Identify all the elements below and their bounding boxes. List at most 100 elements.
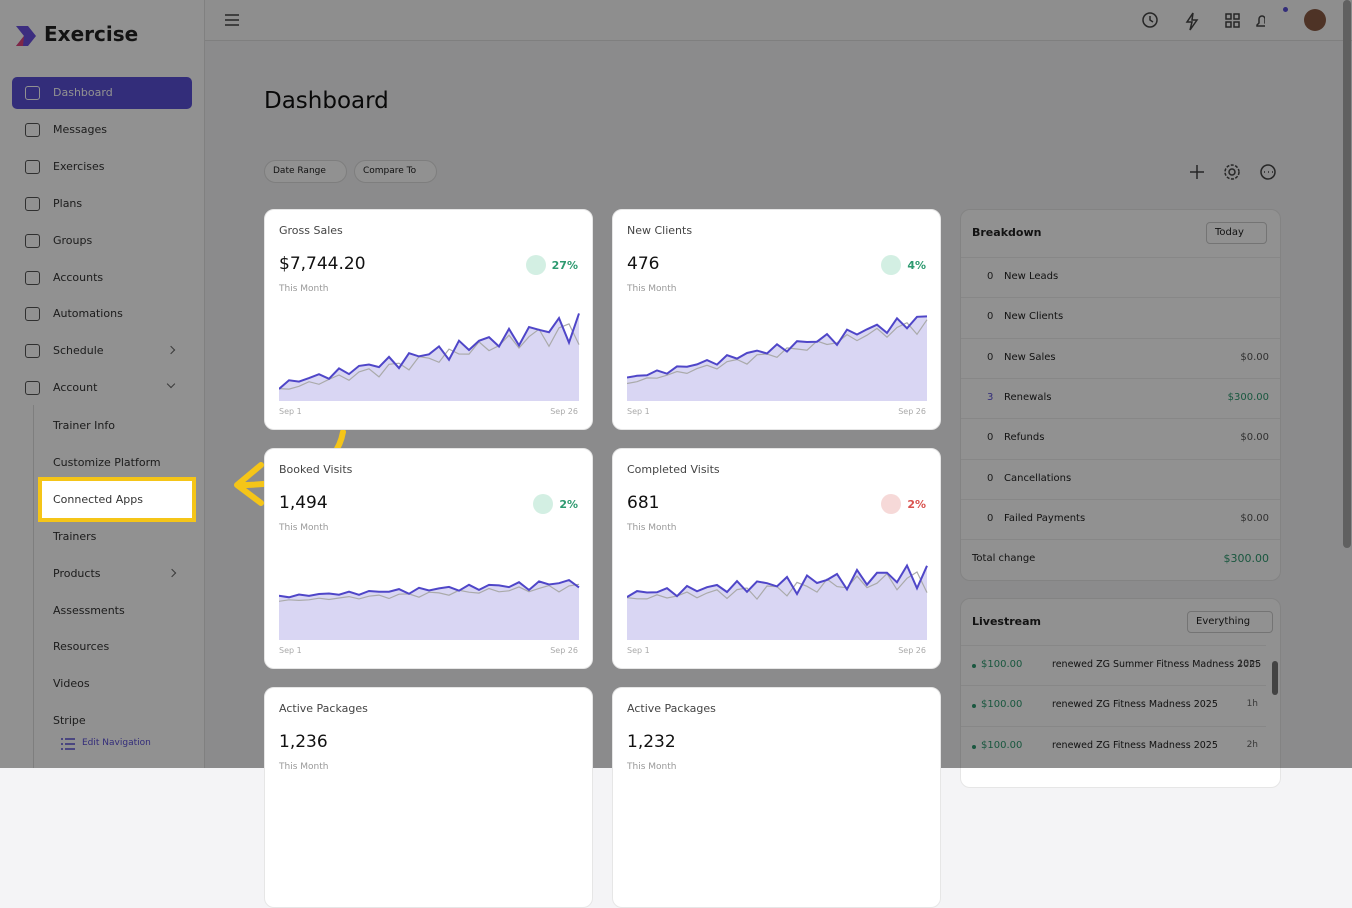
sub-nav-item[interactable]: Products xyxy=(53,566,101,580)
compare-to[interactable]: Compare To xyxy=(354,160,438,183)
total-value: $300.00 xyxy=(1223,552,1270,565)
breakdown-row: 0 Cancellations xyxy=(961,458,1280,499)
breakdown-row: 0 Refunds $0.00 xyxy=(961,418,1280,458)
nav-item[interactable]: Automations xyxy=(12,298,192,330)
sub-nav-item[interactable]: Stripe xyxy=(53,714,86,728)
stat-card: Booked Visits 1,494 This Month 2% Sep 1 Sep 2… xyxy=(264,448,593,669)
menu-icon[interactable] xyxy=(225,14,239,26)
chart-start: Sep 1 xyxy=(627,646,650,655)
chart-end: Sep 26 xyxy=(898,407,926,416)
chart-end: Sep 26 xyxy=(898,646,926,655)
sparkline xyxy=(627,563,928,640)
breakdown-period[interactable]: Today xyxy=(1206,222,1267,244)
nav-item[interactable]: Messages xyxy=(12,114,192,146)
edit-navigation[interactable]: Edit Navigation xyxy=(82,738,151,748)
live-text: renewed ZG Summer Fitness Madness 2025 xyxy=(1052,659,1262,670)
card-period: This Month xyxy=(279,284,329,294)
sub-nav-item[interactable]: Assessments xyxy=(53,603,125,617)
chart-start: Sep 1 xyxy=(279,646,302,655)
scrollbar xyxy=(1272,661,1278,695)
change-value: 27% xyxy=(551,258,578,272)
livestream-item: $100.00 renewed ZG Fitness Madness 2025 1h xyxy=(961,685,1266,725)
nav-icon xyxy=(25,122,40,137)
nav-item[interactable]: Account xyxy=(12,372,192,404)
sparkline-path xyxy=(627,565,927,640)
sparkline-path xyxy=(279,578,580,599)
nav-item[interactable]: Plans xyxy=(12,188,192,220)
nav-item[interactable]: Dashboard xyxy=(12,77,192,109)
card-title: Active Packages xyxy=(279,702,368,715)
card-title: New Clients xyxy=(627,224,693,237)
live-time: 2h xyxy=(1246,739,1258,750)
highlighted-item[interactable]: Connected Apps xyxy=(38,477,196,522)
livestream-panel: Livestream Everything $100.00 renewed ZG … xyxy=(960,598,1281,788)
toolbar-icons[interactable] xyxy=(1188,162,1278,182)
sparkline-path xyxy=(279,580,579,640)
nav-item[interactable]: Schedule xyxy=(12,335,192,367)
row-label: New Leads xyxy=(1004,271,1059,282)
card-period: This Month xyxy=(627,762,677,772)
nav-item[interactable]: Exercises xyxy=(12,151,192,183)
live-dot xyxy=(972,744,976,749)
live-dot xyxy=(972,664,976,668)
sidebar: Exercise Dashboard Messages Exercises Plans… xyxy=(0,0,205,768)
sub-nav-item[interactable]: Trainer Info xyxy=(53,419,115,432)
card-period: This Month xyxy=(279,762,329,772)
date-range[interactable]: Date Range xyxy=(264,160,347,183)
card-period: This Month xyxy=(627,523,677,533)
avatar[interactable] xyxy=(1304,9,1326,31)
card-period: This Month xyxy=(627,284,677,294)
nav-item[interactable]: Accounts xyxy=(12,262,192,294)
row-count: 3 xyxy=(987,391,994,403)
row-label: New Clients xyxy=(1004,311,1064,323)
row-count: 0 xyxy=(987,271,994,282)
breakdown-row: 3 Renewals $300.00 xyxy=(961,377,1280,418)
sub-nav-item[interactable]: Trainers xyxy=(53,529,97,543)
change-badge: 2% xyxy=(881,494,926,514)
live-text: renewed ZG Fitness Madness 2025 xyxy=(1052,739,1218,751)
livestream-filter[interactable]: Everything xyxy=(1187,611,1274,633)
sub-nav-item[interactable]: Videos xyxy=(53,677,90,691)
change-value: 2% xyxy=(907,497,926,511)
livestream-title: Livestream xyxy=(972,615,1041,628)
nav-icon xyxy=(25,196,40,211)
card-value: $7,744.20 xyxy=(279,254,366,274)
change-value: 2% xyxy=(559,497,578,511)
logo xyxy=(16,26,36,46)
nav-icon xyxy=(25,86,40,100)
sparkline-path xyxy=(627,563,928,598)
livestream-item: $100.00 renewed ZG Fitness Madness 2025 2h xyxy=(961,725,1266,766)
edit-icon xyxy=(61,738,75,750)
nav-icon xyxy=(25,307,40,322)
row-amount: $300.00 xyxy=(1227,391,1269,403)
brand: Exercise xyxy=(44,22,139,46)
top-icons[interactable] xyxy=(1140,11,1265,31)
trend-icon xyxy=(525,255,546,275)
sub-nav-item[interactable]: Resources xyxy=(53,640,110,654)
page-scrollbar xyxy=(1343,0,1351,548)
page-title: Dashboard xyxy=(264,88,389,114)
breakdown-row: 0 New Clients xyxy=(961,297,1280,337)
notification-dot xyxy=(1283,7,1288,12)
sparkline-path xyxy=(627,319,928,385)
nav-item[interactable]: Groups xyxy=(12,225,192,257)
breakdown-row: 0 New Sales $0.00 xyxy=(961,337,1280,378)
trend-icon xyxy=(533,494,554,514)
row-amount: $0.00 xyxy=(1240,512,1269,524)
sparkline xyxy=(279,578,580,640)
card-value: 681 xyxy=(627,493,660,513)
sparkline-path xyxy=(279,583,580,602)
stat-card: Gross Sales $7,744.20 This Month 27% Sep 1 Se… xyxy=(264,209,593,430)
sparkline-path xyxy=(627,315,928,379)
breakdown-title: Breakdown xyxy=(972,226,1042,239)
card-period: This Month xyxy=(279,523,329,533)
live-amount: $100.00 xyxy=(981,739,1023,751)
chart-start: Sep 1 xyxy=(627,407,650,416)
row-count: 0 xyxy=(987,472,994,484)
card-value: 476 xyxy=(627,254,660,274)
stat-card: Active Packages 1,232 This Month xyxy=(612,687,941,908)
sub-nav-item[interactable]: Customize Platform xyxy=(53,455,161,469)
trend-icon xyxy=(881,494,902,514)
nav-icon xyxy=(25,344,40,359)
